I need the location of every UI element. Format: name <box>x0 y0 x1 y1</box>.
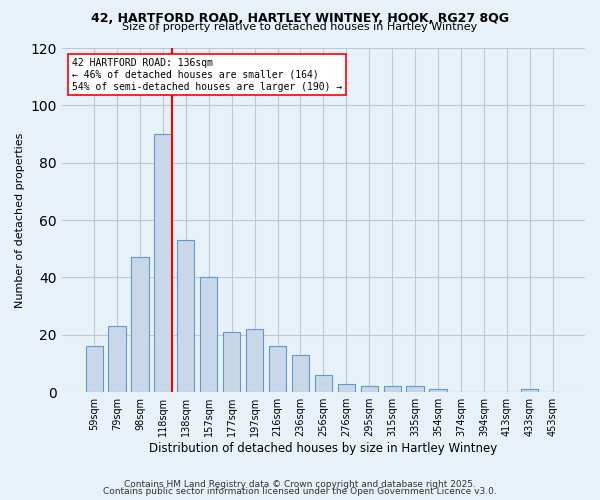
Bar <box>223 332 241 392</box>
Bar <box>361 386 378 392</box>
Bar <box>246 329 263 392</box>
Bar <box>292 355 309 392</box>
Bar <box>338 384 355 392</box>
X-axis label: Distribution of detached houses by size in Hartley Wintney: Distribution of detached houses by size … <box>149 442 497 455</box>
Text: Contains public sector information licensed under the Open Government Licence v3: Contains public sector information licen… <box>103 487 497 496</box>
Bar <box>86 346 103 392</box>
Bar <box>406 386 424 392</box>
Bar <box>177 240 194 392</box>
Text: Contains HM Land Registry data © Crown copyright and database right 2025.: Contains HM Land Registry data © Crown c… <box>124 480 476 489</box>
Text: 42 HARTFORD ROAD: 136sqm
← 46% of detached houses are smaller (164)
54% of semi-: 42 HARTFORD ROAD: 136sqm ← 46% of detach… <box>72 58 343 92</box>
Bar <box>109 326 125 392</box>
Bar <box>430 390 446 392</box>
Bar <box>521 390 538 392</box>
Bar <box>200 278 217 392</box>
Text: 42, HARTFORD ROAD, HARTLEY WINTNEY, HOOK, RG27 8QG: 42, HARTFORD ROAD, HARTLEY WINTNEY, HOOK… <box>91 12 509 26</box>
Bar <box>269 346 286 392</box>
Y-axis label: Number of detached properties: Number of detached properties <box>15 132 25 308</box>
Bar <box>154 134 172 392</box>
Text: Size of property relative to detached houses in Hartley Wintney: Size of property relative to detached ho… <box>122 22 478 32</box>
Bar <box>131 258 149 392</box>
Bar <box>315 375 332 392</box>
Bar <box>383 386 401 392</box>
